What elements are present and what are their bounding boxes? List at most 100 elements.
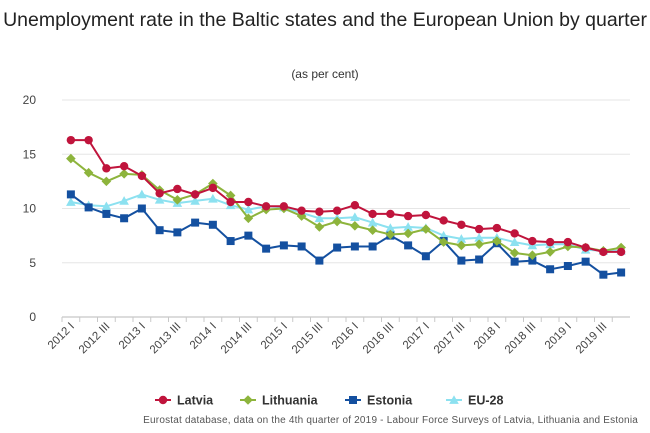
legend-label-eu-28: EU-28 — [468, 394, 503, 408]
data-point-lithuania — [616, 242, 626, 253]
data-point-eu-28 — [403, 222, 413, 231]
data-point-eu-28 — [509, 237, 520, 246]
data-point-estonia — [279, 241, 288, 250]
data-point-estonia — [191, 218, 200, 227]
data-point-estonia — [528, 256, 537, 265]
data-point-latvia — [173, 184, 182, 194]
data-point-estonia — [404, 241, 413, 250]
data-point-latvia — [102, 164, 111, 173]
data-point-eu-28 — [154, 195, 165, 204]
data-point-estonia — [546, 265, 555, 274]
legend-label-estonia: Estonia — [367, 394, 413, 408]
data-point-lithuania — [101, 176, 112, 187]
legend-marker-lithuania — [243, 395, 253, 405]
data-point-latvia — [261, 202, 271, 211]
data-point-latvia — [599, 247, 608, 257]
x-tick-label: 2019 I — [543, 321, 574, 352]
data-point-eu-28 — [474, 232, 484, 242]
data-point-estonia — [137, 204, 146, 213]
data-point-latvia — [226, 197, 235, 207]
data-point-lithuania — [527, 250, 538, 260]
data-point-latvia — [66, 135, 76, 145]
data-point-estonia — [368, 242, 377, 251]
data-point-eu-28 — [208, 193, 218, 203]
data-point-latvia — [119, 161, 129, 171]
data-point-lithuania — [225, 190, 236, 201]
x-tick-label: 2012 III — [77, 321, 113, 357]
data-point-lithuania — [66, 153, 76, 164]
data-point-estonia — [84, 203, 93, 212]
y-tick-label: 10 — [23, 202, 37, 216]
data-point-lithuania — [332, 216, 342, 227]
data-point-lithuania — [563, 241, 573, 252]
data-point-lithuania — [438, 237, 449, 247]
data-point-eu-28 — [137, 189, 147, 199]
data-point-eu-28 — [367, 217, 378, 227]
data-point-latvia — [190, 190, 200, 199]
y-tick-label: 20 — [23, 93, 37, 107]
chart-source: Eurostat database, data on the 4th quart… — [143, 415, 638, 426]
data-point-lithuania — [172, 195, 183, 205]
chart-subtitle: (as per cent) — [291, 67, 359, 81]
legend-marker-eu-28 — [449, 395, 459, 404]
data-point-latvia — [244, 197, 253, 207]
x-tick-label: 2015 III — [290, 321, 326, 357]
data-point-lithuania — [243, 213, 254, 224]
data-point-lithuania — [509, 248, 520, 258]
x-tick-label: 2014 III — [219, 321, 255, 357]
data-point-lithuania — [314, 222, 325, 232]
data-point-eu-28 — [456, 234, 467, 243]
data-point-lithuania — [474, 239, 484, 250]
data-point-estonia — [244, 231, 253, 240]
x-tick-label: 2019 III — [574, 321, 610, 357]
data-point-latvia — [545, 237, 555, 247]
data-point-eu-28 — [66, 197, 76, 206]
data-point-estonia — [208, 220, 217, 229]
data-point-latvia — [457, 220, 466, 229]
x-tick-label: 2018 III — [503, 321, 539, 357]
data-point-latvia — [563, 237, 573, 247]
data-point-estonia — [333, 243, 342, 252]
data-point-estonia — [297, 242, 306, 251]
data-point-latvia — [315, 207, 324, 216]
data-point-latvia — [332, 206, 342, 215]
data-point-lithuania — [421, 224, 431, 234]
data-point-lithuania — [119, 168, 129, 179]
data-point-estonia — [66, 190, 75, 199]
data-point-estonia — [421, 252, 430, 261]
x-tick-label: 2017 I — [401, 321, 432, 352]
data-point-latvia — [297, 206, 306, 215]
x-tick-label: 2014 I — [188, 321, 219, 352]
data-point-estonia — [457, 256, 466, 265]
data-point-estonia — [475, 255, 484, 264]
data-point-latvia — [403, 211, 413, 221]
data-point-latvia — [581, 243, 590, 252]
data-point-estonia — [226, 237, 235, 246]
data-point-lithuania — [350, 221, 360, 231]
data-point-latvia — [528, 236, 537, 246]
x-tick-label: 2013 III — [148, 321, 184, 357]
data-point-latvia — [510, 229, 519, 238]
data-point-latvia — [350, 201, 360, 210]
data-point-estonia — [120, 214, 129, 223]
series-line-latvia — [70, 139, 622, 253]
data-point-eu-28 — [314, 213, 325, 223]
data-point-estonia — [350, 242, 359, 251]
data-point-eu-28 — [119, 196, 129, 205]
legend-marker-latvia — [158, 395, 168, 405]
data-point-lithuania — [385, 229, 396, 240]
data-point-estonia — [262, 244, 271, 253]
legend-marker-estonia — [349, 396, 357, 404]
data-point-latvia — [279, 202, 289, 211]
data-point-estonia — [315, 256, 324, 265]
data-point-latvia — [386, 209, 395, 219]
x-tick-label: 2018 I — [472, 321, 503, 352]
data-point-lithuania — [367, 225, 378, 235]
data-point-latvia — [208, 183, 218, 193]
y-tick-label: 0 — [29, 310, 36, 324]
data-point-eu-28 — [243, 204, 254, 214]
x-tick-label: 2012 I — [46, 321, 77, 352]
data-point-lithuania — [456, 240, 467, 251]
data-point-latvia — [474, 224, 484, 234]
